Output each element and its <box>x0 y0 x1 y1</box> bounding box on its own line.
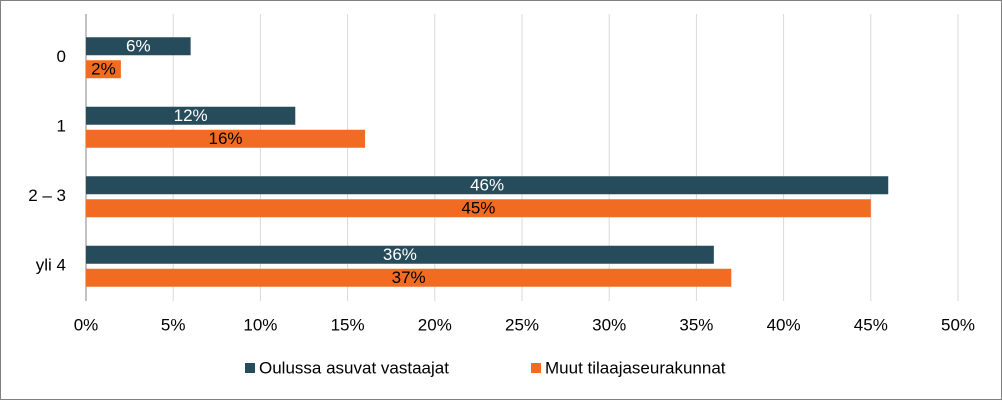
data-label: 45% <box>461 199 495 218</box>
bar <box>86 106 296 125</box>
x-tick-label: 25% <box>505 315 539 334</box>
legend-swatch <box>245 363 255 373</box>
data-label: 37% <box>392 268 426 287</box>
x-tick-label: 50% <box>941 315 975 334</box>
bar <box>86 199 871 218</box>
y-tick-label: 2 – 3 <box>28 186 66 205</box>
legend-label: Muut tilaajaseurakunnat <box>545 358 726 377</box>
x-tick-label: 40% <box>767 315 801 334</box>
x-tick-label: 35% <box>679 315 713 334</box>
data-label: 36% <box>383 245 417 264</box>
bar <box>86 245 714 264</box>
data-label: 2% <box>91 60 116 79</box>
x-tick-label: 30% <box>592 315 626 334</box>
bar <box>86 268 732 287</box>
x-tick-label: 5% <box>161 315 186 334</box>
y-tick-label: yli 4 <box>36 256 66 275</box>
x-tick-label: 10% <box>243 315 277 334</box>
data-label: 16% <box>209 129 243 148</box>
bar <box>86 176 889 195</box>
data-label: 46% <box>470 176 504 195</box>
bar <box>86 129 366 148</box>
x-tick-label: 15% <box>331 315 365 334</box>
legend-swatch <box>531 363 541 373</box>
x-tick-label: 0% <box>74 315 99 334</box>
x-tick-label: 45% <box>854 315 888 334</box>
bar <box>86 60 121 79</box>
x-tick-label: 20% <box>418 315 452 334</box>
bar <box>86 37 191 56</box>
y-tick-label: 1 <box>57 117 66 136</box>
legend-label: Oulussa asuvat vastaajat <box>259 358 449 377</box>
y-tick-label: 0 <box>57 47 66 66</box>
data-label: 12% <box>174 106 208 125</box>
data-label: 6% <box>126 37 151 56</box>
